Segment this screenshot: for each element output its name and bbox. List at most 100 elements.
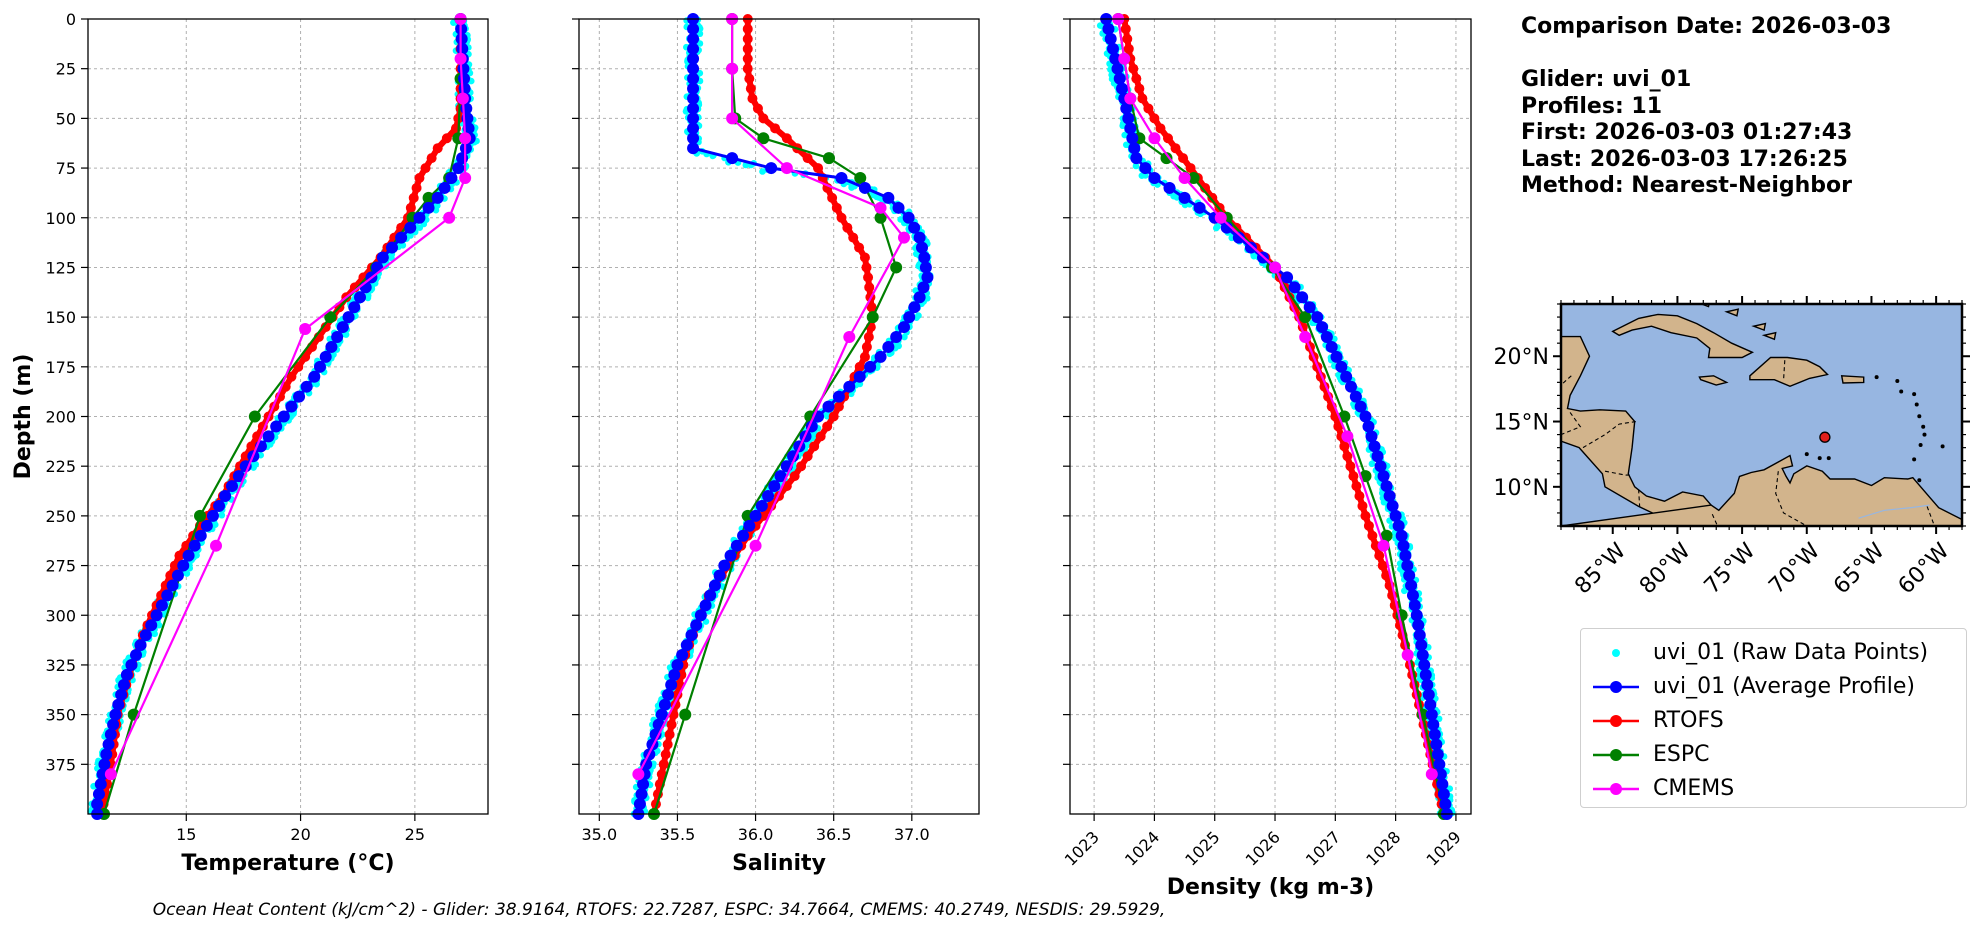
series-point-rtofs [1342, 451, 1353, 462]
series-point-cmems [1341, 430, 1354, 443]
series-point-avg [300, 380, 313, 393]
series-point-avg [908, 221, 921, 234]
x-tick-label: 37.0 [894, 825, 930, 844]
series-point-avg [182, 549, 195, 562]
series-point-espc [823, 152, 835, 165]
series-point-avg [1412, 619, 1425, 632]
map-island-dot [1912, 392, 1917, 397]
series-point-avg [1422, 688, 1435, 701]
glider-name: Glider: uvi_01 [1521, 67, 1692, 92]
raw-data-point [342, 331, 350, 338]
series-point-rtofs [656, 769, 667, 780]
series-point-avg [913, 231, 926, 244]
series-point-avg [277, 410, 290, 423]
map-border [1775, 471, 1808, 526]
x-tick-label: 1027 [1302, 827, 1344, 869]
series-point-avg [1386, 499, 1399, 512]
raw-data-point [1214, 223, 1221, 230]
series-point-avg [687, 102, 700, 115]
series-point-rtofs [1155, 123, 1166, 134]
y-tick-label: 75 [56, 159, 76, 178]
map-border [1561, 375, 1572, 386]
series-point-rtofs [1357, 500, 1368, 511]
series-point-avg [835, 172, 848, 184]
map-island-dot [1874, 375, 1879, 380]
series-point-cmems [780, 162, 793, 175]
series-point-avg [687, 62, 700, 75]
legend-marker-rtofs [1593, 715, 1639, 727]
series-point-avg [843, 380, 856, 393]
y-axis-label: Depth (m) [11, 354, 36, 480]
series-point-rtofs [1348, 471, 1359, 482]
series-point-avg [285, 400, 298, 413]
series-point-avg [687, 32, 700, 45]
series-point-avg [1178, 191, 1191, 204]
series-point-avg [1359, 410, 1372, 423]
series-point-avg [1281, 271, 1294, 284]
raw-data-point [183, 570, 191, 577]
series-point-avg [94, 778, 107, 791]
series-point-rtofs [1128, 63, 1139, 74]
series-point-rtofs [815, 431, 826, 442]
series-point-rtofs [1351, 481, 1362, 492]
series-point-avg [206, 509, 219, 522]
series-point-avg [1431, 748, 1444, 761]
y-tick-label: 275 [45, 557, 76, 576]
series-point-avg [1427, 718, 1440, 731]
series-point-avg [882, 191, 895, 204]
legend-item-rtofs: RTOFS [1581, 706, 1966, 736]
series-point-avg [832, 390, 845, 403]
series-point-espc [854, 172, 867, 184]
legend-item-avg: uvi_01 (Average Profile) [1581, 672, 1966, 702]
series-point-avg [919, 261, 932, 274]
raw-data-point [759, 168, 766, 175]
series-point-rtofs [1367, 530, 1378, 541]
raw-data-point [1173, 194, 1181, 201]
series-point-rtofs [863, 272, 874, 283]
legend-label-avg: uvi_01 (Average Profile) [1653, 674, 1915, 699]
series-point-rtofs [1333, 421, 1344, 432]
x-tick-label: 20 [290, 825, 310, 844]
series-point-avg [96, 768, 109, 781]
comparison-date: Comparison Date: 2026-03-03 [1521, 14, 1892, 39]
series-point-rtofs [864, 282, 875, 293]
series-point-cmems [1401, 649, 1414, 661]
series-point-rtofs [1354, 491, 1365, 501]
series-point-avg [1433, 758, 1446, 771]
raw-data-point [1122, 141, 1130, 149]
series-point-avg [913, 291, 926, 304]
series-point-cmems [443, 211, 456, 224]
series-point-rtofs [1131, 73, 1142, 84]
raw-data-point [1400, 587, 1408, 595]
series-point-rtofs [854, 242, 865, 253]
series-point-cmems [1214, 211, 1227, 224]
series-point-avg [1424, 698, 1437, 711]
series-point-avg [262, 430, 275, 443]
method: Method: Nearest-Neighbor [1521, 173, 1852, 198]
series-point-espc [1187, 172, 1200, 184]
info-block: Comparison Date: 2026-03-03 Glider: uvi_… [1521, 14, 1891, 200]
map-border [1926, 506, 1935, 524]
series-point-cmems [1425, 768, 1438, 781]
series-point-rtofs [246, 441, 257, 452]
series-point-rtofs [866, 302, 877, 313]
series-point-avg [422, 201, 435, 214]
series-point-avg [1130, 152, 1143, 165]
series-point-avg [676, 649, 689, 661]
first-time: First: 2026-03-03 01:27:43 [1521, 120, 1853, 145]
series-point-rtofs [789, 471, 800, 482]
series-point-avg [1126, 132, 1139, 145]
series-point-cmems [299, 323, 312, 336]
series-point-avg [658, 698, 671, 711]
series-point-avg [1296, 291, 1309, 304]
map-land-island [1761, 331, 1777, 341]
x-tick-label: 35.5 [660, 825, 696, 844]
y-tick-label: 375 [45, 755, 76, 774]
series-point-avg [680, 639, 693, 652]
series-point-avg [713, 569, 726, 582]
map-land-jamaica [1698, 375, 1729, 386]
series-point-cmems [749, 539, 762, 552]
series-point-rtofs [1149, 113, 1160, 124]
series-point-cmems [456, 92, 469, 105]
series-point-avg [694, 609, 707, 622]
